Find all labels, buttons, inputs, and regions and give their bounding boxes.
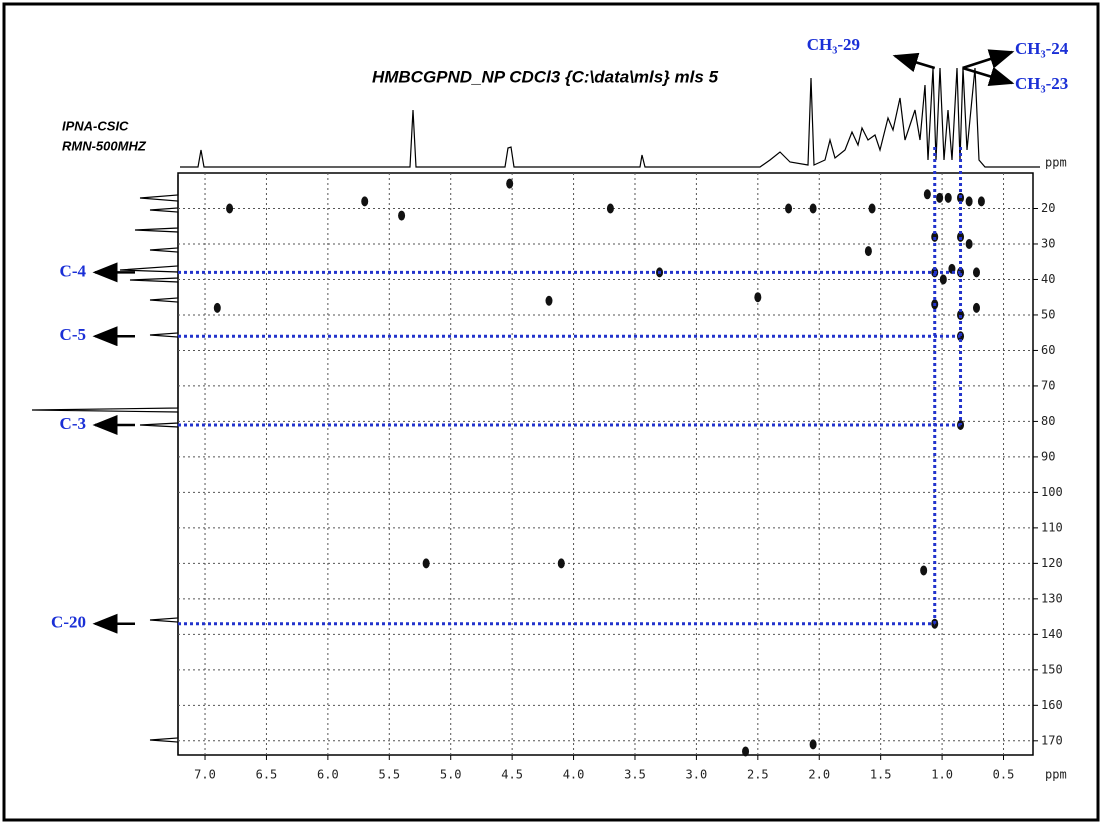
cross-peak xyxy=(606,203,614,214)
carbon-spectrum xyxy=(31,175,179,755)
cross-peak xyxy=(977,196,985,207)
y-tick-label: 40 xyxy=(1041,272,1055,286)
cross-peak xyxy=(944,192,952,203)
carbon-label: C-20 xyxy=(51,613,86,632)
x-tick-label: 7.0 xyxy=(194,768,216,782)
arrow xyxy=(962,66,1015,87)
y-tick-label: 150 xyxy=(1041,662,1063,676)
proton-label: CH₃-24 xyxy=(1015,39,1069,58)
x-tick-label: 3.0 xyxy=(686,768,708,782)
cross-peak xyxy=(213,302,221,313)
x-tick-label: 6.0 xyxy=(317,768,339,782)
x-tick-label: 5.0 xyxy=(440,768,462,782)
cross-peak xyxy=(557,558,565,569)
cross-peak xyxy=(923,189,931,200)
cross-peak xyxy=(785,203,793,214)
y-tick-label: 80 xyxy=(1041,414,1055,428)
y-tick-label: 130 xyxy=(1041,591,1063,605)
cross-peak xyxy=(920,565,928,576)
carbon-label: C-4 xyxy=(60,261,87,280)
y-tick-label: 70 xyxy=(1041,378,1055,392)
chart-title: HMBCGPND_NP CDCl3 {C:\data\mls} mls 5 xyxy=(372,67,719,86)
cross-peak xyxy=(398,210,406,221)
cross-peak xyxy=(361,196,369,207)
x-tick-label: 4.0 xyxy=(563,768,585,782)
y-tick-label: 50 xyxy=(1041,307,1055,321)
note: IPNA-CSIC xyxy=(62,118,129,133)
cross-peak xyxy=(972,267,980,278)
cross-peak xyxy=(965,196,973,207)
cross-peak xyxy=(742,746,750,757)
cross-peak xyxy=(864,246,872,257)
carbon-label: C-3 xyxy=(60,414,86,433)
cross-peak xyxy=(422,558,430,569)
x-tick-label: 1.5 xyxy=(870,768,892,782)
proton-spectrum xyxy=(180,67,1040,168)
cross-peak xyxy=(957,231,965,242)
y-tick-label: 160 xyxy=(1041,698,1063,712)
cross-peak xyxy=(868,203,876,214)
cross-peak xyxy=(809,203,817,214)
cross-peak xyxy=(972,302,980,313)
cross-peak xyxy=(506,178,514,189)
y-tick-label: 140 xyxy=(1041,627,1063,641)
x-axis-label: ppm xyxy=(1045,768,1067,782)
y-tick-label: 110 xyxy=(1041,520,1063,534)
y-axis-label: ppm xyxy=(1045,156,1067,170)
cross-peak xyxy=(545,295,553,306)
cross-peak xyxy=(931,231,939,242)
y-tick-label: 30 xyxy=(1041,236,1055,250)
cross-peak xyxy=(809,739,817,750)
x-tick-label: 5.5 xyxy=(378,768,400,782)
cross-peak xyxy=(226,203,234,214)
cross-peak xyxy=(965,238,973,249)
proton-label: CH₃-29 xyxy=(807,35,860,54)
x-tick-label: 6.5 xyxy=(256,768,278,782)
x-tick-label: 0.5 xyxy=(993,768,1015,782)
y-tick-label: 90 xyxy=(1041,449,1055,463)
cross-peak xyxy=(957,309,965,320)
x-tick-label: 2.0 xyxy=(808,768,830,782)
x-tick-label: 1.0 xyxy=(931,768,953,782)
x-tick-label: 4.5 xyxy=(501,768,523,782)
cross-peak xyxy=(936,192,944,203)
cross-peak xyxy=(754,292,762,303)
x-tick-label: 3.5 xyxy=(624,768,646,782)
note: RMN-500MHZ xyxy=(62,138,147,153)
carbon-label: C-5 xyxy=(60,325,86,344)
cross-peak xyxy=(939,274,947,285)
y-tick-label: 20 xyxy=(1041,201,1055,215)
y-tick-label: 100 xyxy=(1041,485,1063,499)
arrow xyxy=(962,49,1015,70)
y-tick-label: 120 xyxy=(1041,556,1063,570)
arrow xyxy=(892,52,936,73)
plot-frame xyxy=(177,172,1034,756)
proton-label: CH₃-23 xyxy=(1015,74,1068,93)
x-tick-label: 2.5 xyxy=(747,768,769,782)
y-tick-label: 170 xyxy=(1041,733,1063,747)
y-tick-label: 60 xyxy=(1041,343,1055,357)
